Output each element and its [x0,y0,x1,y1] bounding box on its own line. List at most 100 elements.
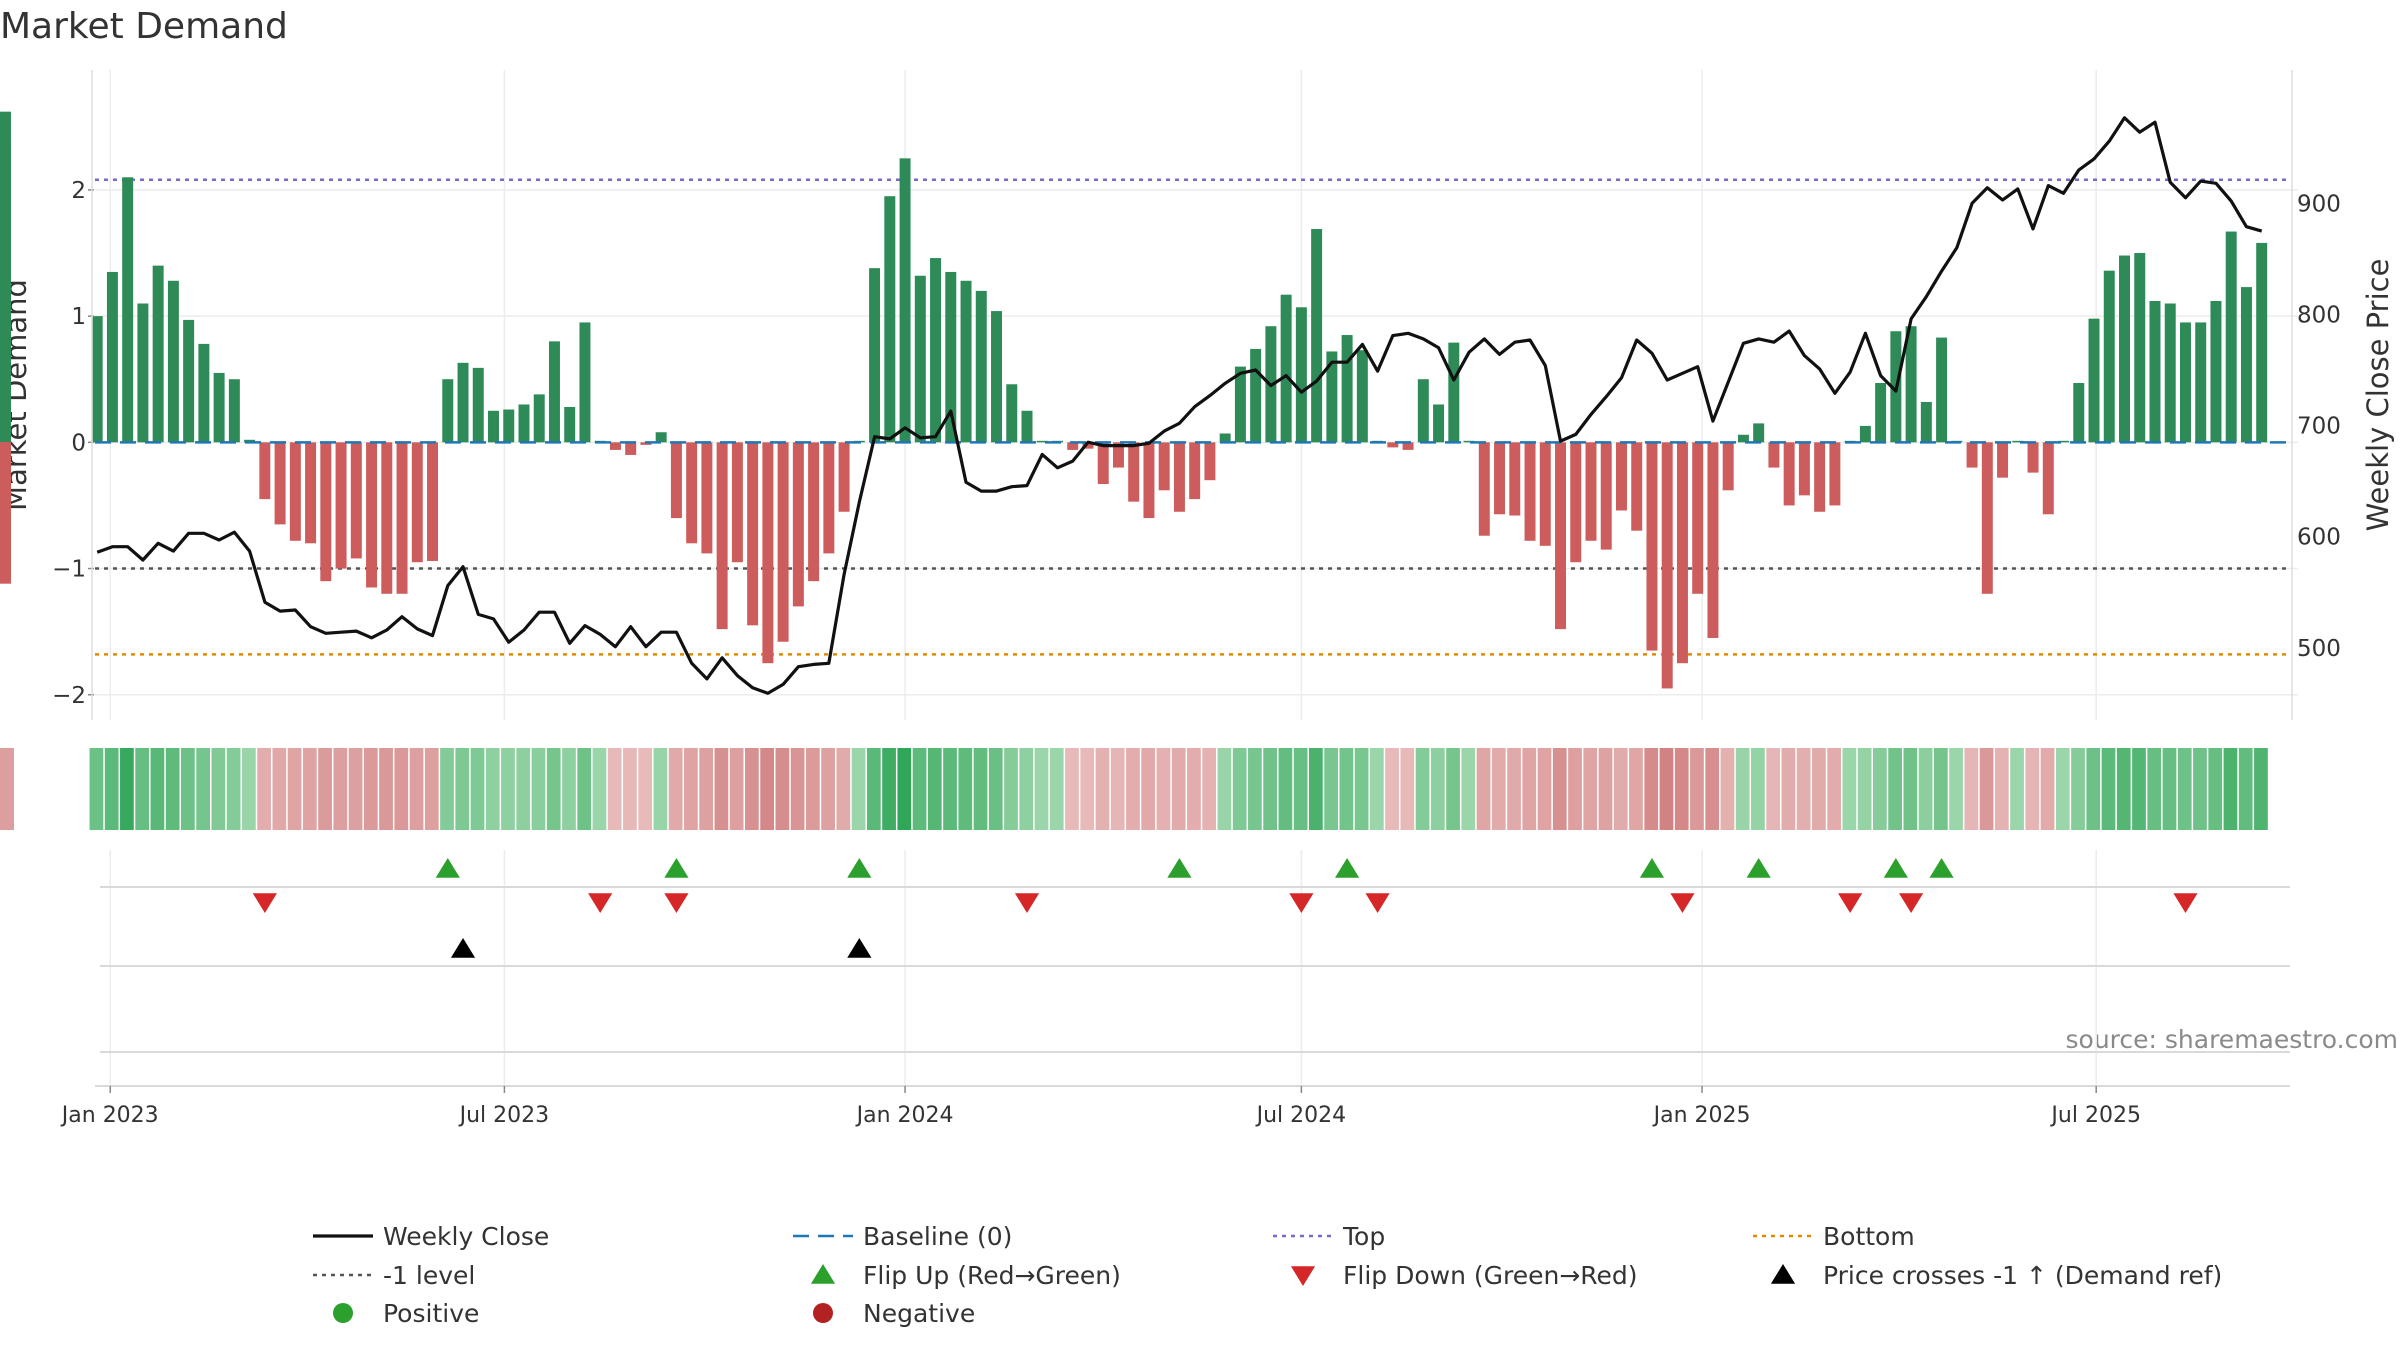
demand-bar [2012,440,2024,443]
legend: Weekly Close Baseline (0) Top Bottom -1 leve… [313,1222,2222,1328]
demand-bar [1082,442,1094,449]
heat-cell [257,748,271,830]
heat-cell [1903,748,1918,830]
heat-cell [1781,748,1796,830]
heat-cell [135,748,150,830]
heat-cell [181,748,195,830]
demand-heat-strip [0,748,2268,830]
demand-bar [1143,442,1155,519]
demand-bar [320,442,332,582]
demand-bar [1768,442,1780,468]
demand-bar [1615,442,1627,511]
heat-cell [2147,748,2162,830]
legend-label: Flip Up (Red→Green) [863,1261,1121,1290]
demand-bar [1555,442,1566,630]
demand-bar [1936,337,1948,443]
demand-bar [396,442,408,594]
legend-swatch [1770,1264,1796,1284]
demand-bar [2073,383,2085,443]
demand-bar [259,442,271,500]
heat-cell [2208,748,2223,830]
heat-cell [760,748,774,830]
heat-cell [836,748,851,830]
demand-bar [335,442,347,569]
demand-bar [1295,307,1307,443]
x-tick-label: Jan 2024 [855,1103,954,1128]
demand-bar [869,268,881,443]
demand-bar [1006,384,1018,443]
heat-cell [1720,748,1735,830]
heat-cell [1888,748,1902,830]
heat-cell [2086,748,2101,830]
demand-bar [1737,434,1749,443]
heat-cell [1415,748,1430,830]
demand-bar [1676,442,1688,664]
demand-bar [183,319,195,443]
heat-cell [1446,748,1460,830]
heat-cell [866,748,881,830]
demand-bar [1326,351,1338,443]
flip-down-marker [1365,893,1390,913]
heat-cell [668,748,683,830]
legend-item: Baseline (0) [793,1222,1012,1251]
flip-up-marker [664,858,689,878]
demand-bar [930,258,942,443]
demand-bar [640,442,652,445]
legend-label: Baseline (0) [863,1222,1012,1251]
heat-cell [1842,748,1857,830]
heat-cell [1735,748,1750,830]
flip-up-marker [1746,858,1771,878]
heat-cell [455,748,470,830]
demand-bar [808,442,820,582]
heat-cell [318,748,332,830]
heat-cell [927,748,942,830]
demand-bar [686,442,698,544]
flip-down-marker [588,893,613,913]
demand-bar [457,362,469,443]
demand-bar [1219,433,1231,443]
legend-label: Weekly Close [383,1222,549,1251]
demand-bar [1128,442,1140,502]
weekly-close-series [96,116,2263,695]
heat-cell [1751,748,1765,830]
heat-cell [2238,748,2253,830]
legend-item: Negative [813,1299,975,1328]
legend-item: Weekly Close [313,1222,549,1251]
demand-bar [609,442,621,450]
demand-bar [838,442,850,512]
heat-cell [1080,748,1095,830]
heat-cell [104,748,119,830]
demand-bar [1402,442,1414,450]
legend-label: -1 level [383,1261,475,1290]
demand-bar [1234,366,1246,443]
heat-cell [1918,748,1933,830]
demand-bar [0,404,11,443]
heat-cell [211,748,226,830]
demand-bar [106,271,118,443]
demand-bar [1631,442,1643,531]
demand-bar [198,343,210,443]
x-tick-label: Jan 2025 [1652,1103,1751,1128]
demand-bar [975,290,987,443]
demand-bar [2042,442,2054,515]
heat-cell [851,748,866,830]
demand-bar [2027,442,2039,473]
heat-cell [2116,748,2131,830]
demand-bar [1783,442,1795,506]
demand-bar [823,442,835,554]
flip-down-marker [664,893,689,913]
heat-cell [1659,748,1674,830]
heat-cell [1217,748,1232,830]
demand-bar [1067,442,1079,450]
demand-bar [503,409,515,443]
demand-bar [1585,442,1597,541]
heat-cell [699,748,714,830]
demand-bar [701,442,713,554]
heat-cell [2055,748,2070,830]
y-tick-label: −1 [52,557,86,583]
demand-bar [1920,401,1932,443]
heat-cell [0,748,14,830]
heat-cell [1309,748,1323,830]
demand-bar [122,177,134,443]
